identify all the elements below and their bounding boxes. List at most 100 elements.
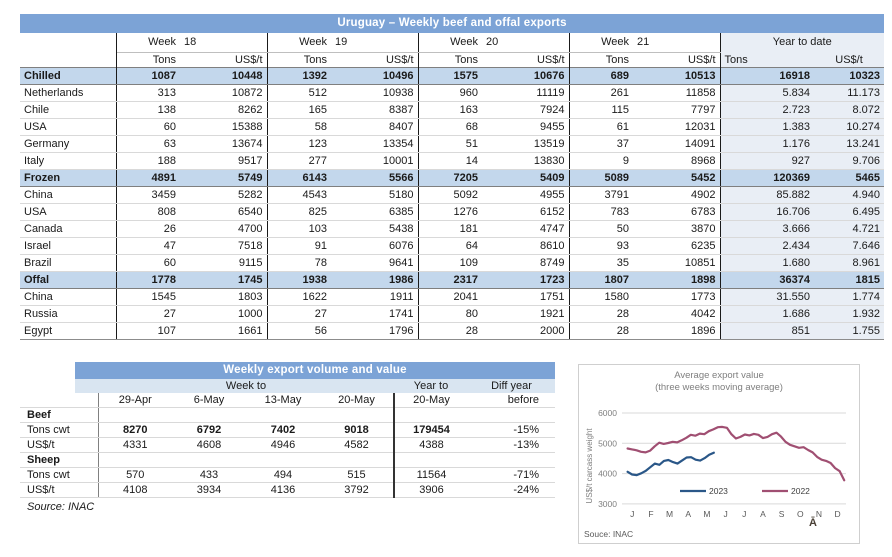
ytd-usdt-header: US$/t [814,52,885,68]
cell: 51 [418,135,482,153]
cell: 515 [320,467,395,483]
cell: 6076 [331,237,419,255]
week-label: Week [418,33,482,53]
cell: 1741 [331,305,419,323]
week-label: Week [267,33,331,53]
cell: 107 [116,322,180,340]
cell: 1815 [814,271,885,289]
cell: 8407 [331,118,419,136]
table-row: Russia 27 1000 27 1741 80 1921 28 4042 1.686 1.932 [20,305,885,323]
export-table: Week 18 Week 19 Week 20 Week 21 Year to … [20,33,885,340]
cell: 14091 [633,135,721,153]
legend-label-2023: 2023 [709,486,728,496]
cell: 825 [267,203,331,221]
cell: 13354 [331,135,419,153]
weekly-header-row: 29-Apr 6-May 13-May 20-May 20-May before [20,393,555,408]
corner-glyph: Ā [809,517,817,529]
week-number: 19 [331,33,419,53]
legend-label-2022: 2022 [791,486,810,496]
corner-cell [20,33,117,53]
cell: 4.721 [814,220,885,238]
cell: 3.666 [720,220,814,238]
cell: 7924 [482,101,570,119]
table-row: Egypt 107 1661 56 1796 28 2000 28 1896 851 1.755 [20,322,885,340]
chart-source: Souce: INAC [584,529,634,539]
cell: 1.774 [814,288,885,306]
y-tick-label: 4000 [598,469,617,479]
date-header: 13-May [246,393,320,408]
tons-header: Tons [303,54,327,66]
cell: 3934 [172,482,246,498]
cell: 1921 [482,305,570,323]
table-row: USA 808 6540 825 6385 1276 6152 783 6783 16.706 6.… [20,203,885,221]
cell [172,407,246,423]
cell: 85.882 [720,186,814,204]
cell: 5749 [180,169,268,187]
cell: 8262 [180,101,268,119]
row-label: Chilled [20,67,117,85]
cell: 10323 [814,67,885,85]
cell: 1392 [267,67,331,85]
cell: 6.495 [814,203,885,221]
cell: 1000 [180,305,268,323]
row-label: China [20,186,117,204]
cell: 277 [267,152,331,170]
row-label: Israel [20,237,117,255]
cell: 5452 [633,169,721,187]
cell: 56 [267,322,331,340]
cell: 27 [267,305,331,323]
cell: 1796 [331,322,419,340]
cell: 4331 [98,437,172,453]
cell: 9517 [180,152,268,170]
cell: 7.646 [814,237,885,255]
cell: 1751 [482,288,570,306]
week-number: 21 [633,33,721,53]
table-row: Canada 26 4700 103 5438 181 4747 50 3870 3.666 4.7… [20,220,885,238]
cell: 37 [569,135,633,153]
cell: 494 [246,467,320,483]
cell: 16.706 [720,203,814,221]
cell: 10448 [180,67,268,85]
series-line-2023 [626,451,715,477]
cell: 4747 [482,220,570,238]
cell: 3870 [633,220,721,238]
cell: 7797 [633,101,721,119]
usdt-header: US$/t [180,52,268,68]
cell: 10.274 [814,118,885,136]
x-tick-label: M [666,509,673,519]
table-row: USA 60 15388 58 8407 68 9455 61 12031 1.383 10.274 [20,118,885,136]
row-label: Tons cwt [20,422,99,438]
table-row: Israel 47 7518 91 6076 64 8610 93 6235 2.434 7.646 [20,237,885,255]
usdt-header: US$/t [482,52,570,68]
cell: 11858 [633,84,721,102]
cell: 7402 [246,422,320,438]
cell: 1778 [116,271,180,289]
cell: 60 [116,118,180,136]
cell: 313 [116,84,180,102]
table-row: Offal 1778 1745 1938 1986 2317 1723 1807 1898 363… [20,271,885,289]
ytd-tons-header: Tons [720,52,814,68]
row-label: Brazil [20,254,117,272]
cell: 9018 [320,422,395,438]
cell [320,452,395,468]
cell: 2000 [482,322,570,340]
cell: 4946 [246,437,320,453]
cell: 31.550 [720,288,814,306]
cell: 1986 [331,271,419,289]
cell: 570 [98,467,172,483]
cell: 5409 [482,169,570,187]
cell: 13830 [482,152,570,170]
cell: 93 [569,237,633,255]
cell: 1807 [569,271,633,289]
weekly-table-source: Source: INAC [27,501,95,513]
cell: 6385 [331,203,419,221]
row-label: US$/t [20,437,99,453]
cell: 10851 [633,254,721,272]
cell: 4902 [633,186,721,204]
cell: 3792 [320,482,395,498]
cell: 123 [267,135,331,153]
cell: 35 [569,254,633,272]
cell: 8749 [482,254,570,272]
diff-before-header: before [468,393,555,408]
cell: 13674 [180,135,268,153]
